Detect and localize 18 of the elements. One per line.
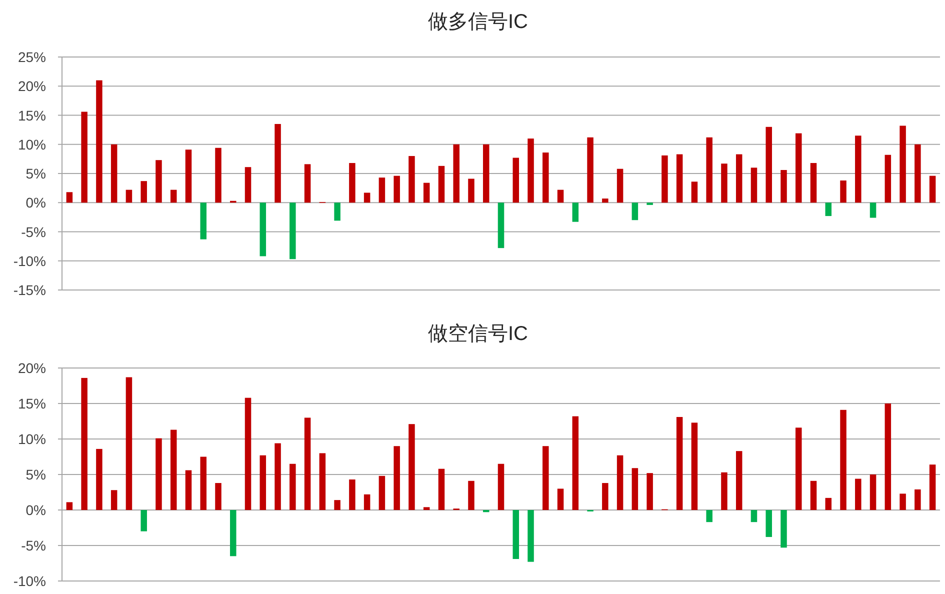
- chart-title: 做空信号IC: [428, 323, 528, 345]
- y-tick-label: -10%: [13, 252, 46, 269]
- y-tick-label: 15%: [18, 396, 46, 412]
- y-tick-label: 25%: [18, 49, 46, 65]
- y-tick-label: 0%: [26, 502, 46, 518]
- y-tick-label: 5%: [26, 166, 46, 182]
- y-tick-label: -5%: [21, 538, 46, 554]
- y-tick-label: 10%: [18, 431, 46, 447]
- y-tick-label: 20%: [18, 78, 46, 94]
- chart-title: 做多信号IC: [428, 11, 528, 33]
- y-tick-label: 10%: [18, 136, 46, 152]
- y-tick-label: -15%: [13, 282, 46, 298]
- y-tick-label: 15%: [18, 107, 46, 124]
- y-tick-label: 5%: [26, 466, 46, 482]
- y-tick-label: 0%: [26, 194, 46, 211]
- y-tick-label: -5%: [21, 224, 46, 240]
- y-tick-label: -10%: [13, 573, 46, 589]
- y-tick-label: 20%: [18, 360, 46, 376]
